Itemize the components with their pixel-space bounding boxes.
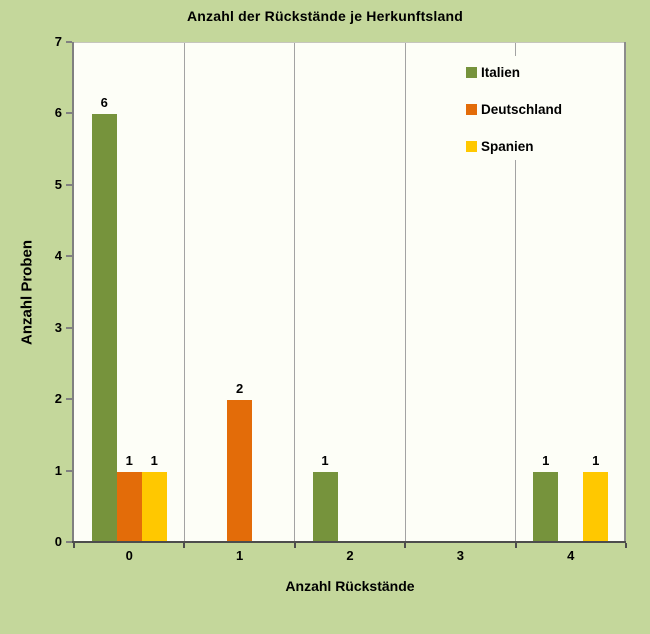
x-axis-tick [625,543,627,548]
x-axis-tick [514,543,517,548]
bar-value-label: 1 [542,452,550,468]
legend: Italien Deutschland Spanien [457,56,624,160]
chart-title: Anzahl der Rückstände je Herkunftsland [187,8,463,24]
bar-italien-cat2 [312,471,338,543]
x-axis-tick-label: 2 [346,548,354,563]
y-axis-tick [66,398,72,401]
x-axis-title: Anzahl Rückstände [285,578,415,594]
bar-value-label: 2 [235,381,244,397]
bar-value-label: 6 [100,95,108,111]
y-axis-tick [66,41,72,43]
legend-marker-spanien-icon [466,140,477,152]
gridline [294,43,296,543]
x-axis-line [72,541,626,543]
legend-item-spanien: Spanien [457,135,624,157]
y-axis-line [72,42,74,542]
bar-deutschland-cat1 [227,400,253,543]
y-axis-tick-label: 0 [54,534,62,549]
bar-italien-cat4 [533,471,559,543]
legend-label-italien: Italien [481,64,521,80]
y-axis-tick-label: 6 [54,105,62,121]
plot-right-border [624,42,626,542]
bar-italien-cat0 [91,114,117,543]
bar-spanien-cat4 [583,471,609,543]
x-axis-tick-label: 3 [456,548,464,563]
y-axis-tick [66,255,72,258]
y-axis-tick-label: 2 [54,391,62,407]
bar-value-label: 1 [321,452,329,468]
legend-label-spanien: Spanien [481,138,534,154]
y-axis-tick [66,183,72,186]
y-axis-tick-label: 5 [54,176,62,192]
bar-value-label: 1 [592,452,600,468]
y-axis-tick [66,112,72,115]
y-axis-tick-label: 7 [54,34,62,49]
x-axis-tick-label: 0 [125,548,133,563]
bar-value-label: 1 [150,452,158,468]
x-axis-tick-label: 4 [567,548,575,563]
bar-value-label: 1 [125,452,133,468]
x-axis-tick [293,543,296,548]
gridline [404,43,406,543]
legend-label-deutschland: Deutschland [481,101,563,117]
x-axis-tick [404,543,407,548]
y-axis-tick-label: 3 [54,319,62,335]
y-axis-tick-label: 1 [54,462,62,478]
x-axis-tick [73,543,75,548]
gridline [515,43,517,543]
legend-marker-italien-icon [466,66,477,78]
bar-deutschland-cat0 [116,471,142,543]
bar-spanien-cat0 [141,471,167,543]
x-axis-tick [183,543,186,548]
legend-item-italien: Italien [457,61,624,83]
legend-marker-deutschland-icon [466,103,477,115]
y-axis-tick [66,541,72,543]
y-axis-tick-label: 4 [54,248,62,264]
x-axis-tick-label: 1 [235,548,244,563]
y-axis-tick [66,469,72,472]
gridline [183,43,185,543]
legend-item-deutschland: Deutschland [457,98,624,120]
y-axis-tick [66,326,72,329]
